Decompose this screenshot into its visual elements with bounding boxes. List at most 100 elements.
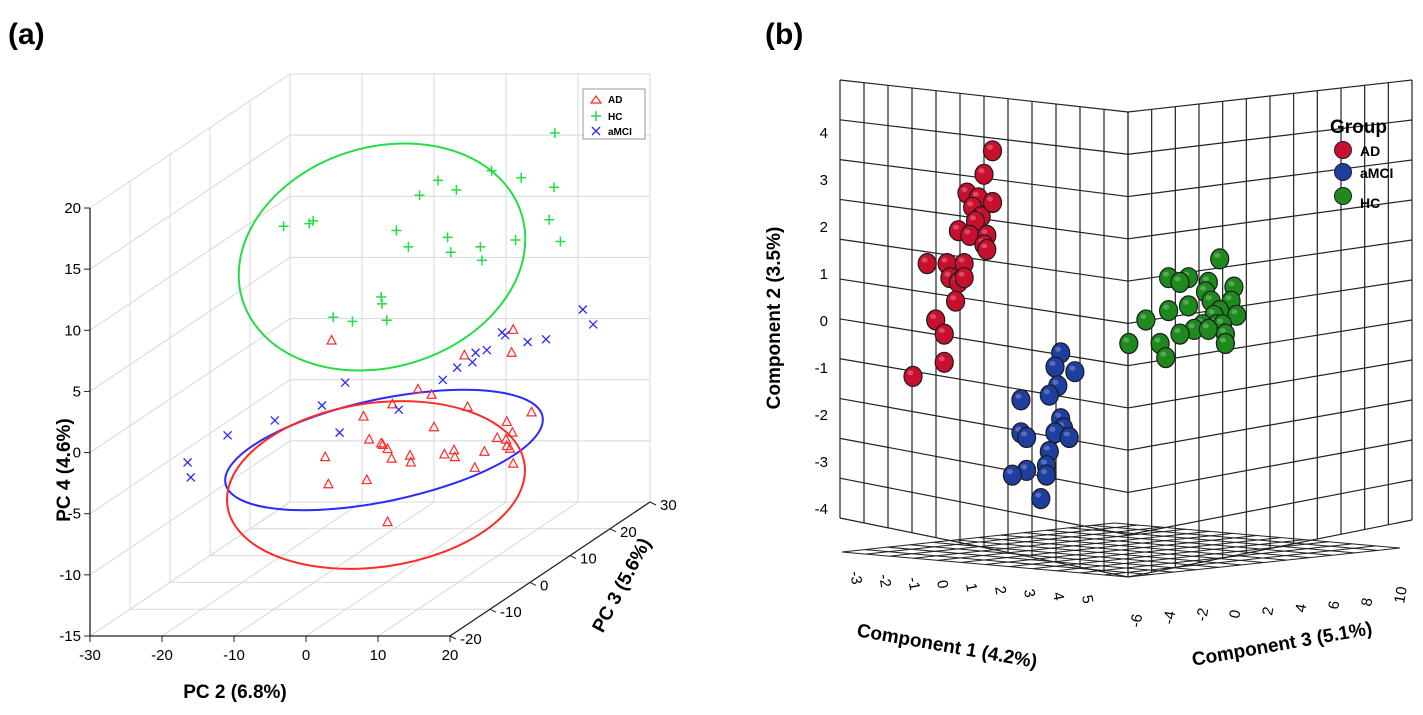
point-highlight — [987, 196, 994, 202]
point-ad — [501, 415, 513, 427]
point-hc — [555, 236, 566, 247]
point-ad — [386, 398, 398, 409]
chart-a: -30 -20 -10 0 10 20-20-100102030-15-10-505101… — [54, 73, 677, 703]
point-amci — [578, 305, 588, 314]
point-hc — [1158, 300, 1179, 322]
point-highlight — [1182, 299, 1189, 305]
point-highlight — [967, 201, 974, 207]
point-ad — [375, 437, 387, 448]
point-ad — [478, 445, 490, 456]
point-hc — [1156, 347, 1176, 369]
legend-marker-ad — [589, 94, 603, 104]
point-ad — [506, 426, 518, 437]
z-tick-label-b: 2 — [1259, 606, 1277, 617]
z-tick-label: 20 — [64, 200, 81, 217]
point-highlight — [1174, 328, 1181, 334]
x-tick-label: 20 — [442, 647, 459, 664]
point-hc — [414, 190, 425, 201]
point-highlight — [981, 243, 988, 249]
z-tick-label: 0 — [73, 445, 81, 462]
z-tick-label: 10 — [64, 322, 81, 339]
point-highlight — [938, 356, 945, 362]
point-hc — [377, 298, 387, 309]
point-highlight — [981, 229, 988, 235]
legend-label-amci-b: aMCI — [1360, 165, 1393, 181]
y-tick-label: -20 — [460, 631, 482, 648]
point-ad — [974, 163, 994, 185]
point-highlight — [1043, 445, 1050, 451]
x-tick-label: -10 — [223, 647, 245, 664]
point-ad — [506, 346, 518, 357]
legend-marker-amci-b — [1334, 163, 1352, 181]
z-tick-label: -15 — [59, 628, 81, 645]
point-amci — [541, 334, 551, 344]
point-hc — [549, 127, 560, 138]
point-highlight — [1123, 337, 1130, 343]
legend-a: AD HC aMCI — [582, 88, 646, 140]
point-highlight — [961, 187, 968, 193]
z-tick-label-b: -6 — [1127, 613, 1146, 629]
point-hc — [304, 218, 315, 229]
y-tick-label: 0 — [540, 577, 548, 594]
x-tick-label-b: -2 — [875, 573, 894, 589]
point-highlight — [1043, 389, 1050, 395]
y-tick-label-b: -1 — [815, 360, 828, 377]
grid-line — [839, 278, 1129, 324]
y-tick-label-b: 1 — [820, 266, 828, 283]
ellipse-amci — [224, 388, 544, 512]
point-hc — [1210, 248, 1230, 270]
z-tick-label: -5 — [68, 506, 81, 523]
point-amci — [1065, 361, 1085, 383]
point-ad — [462, 400, 474, 412]
point-amci — [223, 430, 233, 440]
point-ad — [903, 365, 923, 387]
x-tick-label: 10 — [370, 647, 387, 664]
points-b — [903, 140, 1247, 510]
z-tick-label: 15 — [64, 261, 81, 278]
z-tick-label: 5 — [73, 383, 81, 400]
point-amci — [1016, 426, 1037, 449]
point-highlight — [930, 314, 937, 319]
axis-label-y-a: PC 3 (5.6%) — [589, 535, 656, 636]
ticks-a: -30 -20 -10 0 10 20-20-100102030-15-10-505101… — [59, 200, 676, 664]
point-hc — [328, 312, 339, 323]
point-amci — [452, 363, 462, 373]
point-highlight — [921, 257, 928, 263]
x-tick-label-b: 4 — [1049, 591, 1067, 602]
grid-line — [1113, 522, 1401, 549]
point-ad — [405, 456, 417, 467]
z-tick-label-b: 10 — [1391, 585, 1411, 604]
axis-label-x-b: Component 1 (4.2%) — [855, 620, 1038, 672]
grid-line — [305, 501, 507, 637]
z-tick-label: -10 — [59, 567, 81, 584]
point-amci — [270, 415, 280, 425]
point-highlight — [1160, 351, 1167, 357]
point-ad — [526, 406, 538, 417]
point-hc — [475, 241, 486, 252]
point-highlight — [972, 191, 979, 197]
grid-line — [839, 437, 1129, 494]
point-highlight — [1228, 281, 1235, 287]
grid-line — [1127, 359, 1413, 409]
point-amci — [335, 428, 345, 438]
grid-line — [89, 257, 291, 392]
point-amci — [467, 357, 477, 367]
point-ad — [504, 442, 516, 453]
grid-line — [89, 195, 291, 331]
point-hc — [1119, 332, 1139, 355]
point-hc — [549, 182, 559, 193]
point-amci — [1002, 464, 1023, 486]
point-highlight — [1202, 323, 1209, 329]
z-tick-label-b: 4 — [1292, 603, 1310, 614]
point-amci — [482, 345, 492, 355]
ellipse-hc — [237, 142, 527, 372]
point-hc — [376, 291, 387, 302]
point-ad — [428, 420, 440, 432]
point-amci — [471, 348, 481, 358]
axis-label-x-a: PC 2 (6.8%) — [183, 682, 286, 703]
legend-label-hc-b: HC — [1360, 195, 1380, 211]
legend-label-ad-b: AD — [1360, 143, 1380, 159]
point-ad — [426, 388, 438, 399]
